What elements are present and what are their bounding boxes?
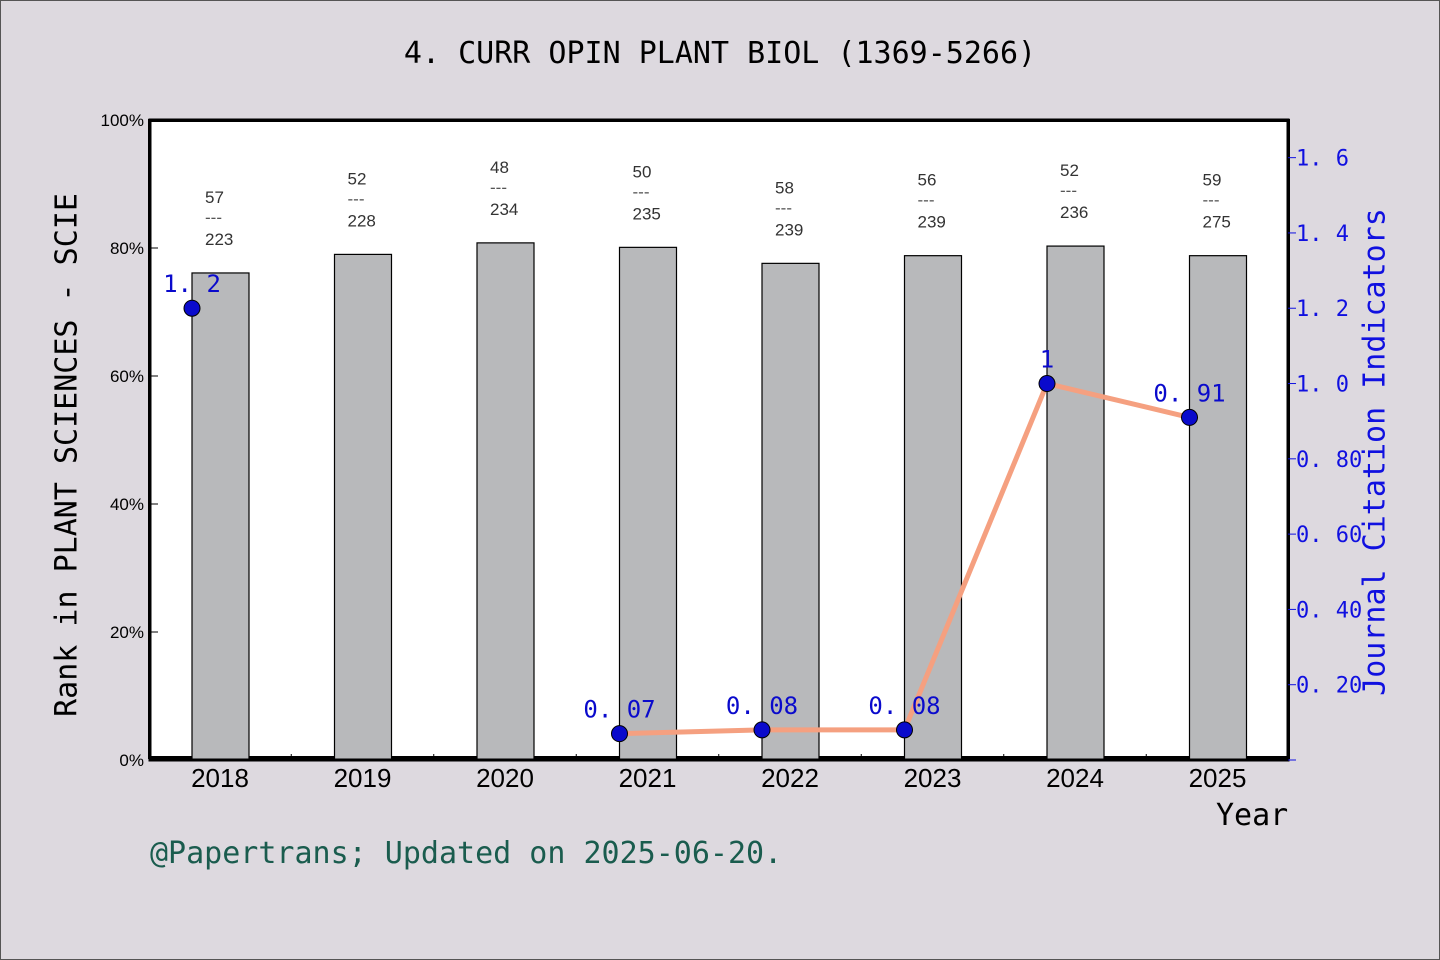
total-label: 275: [1203, 213, 1231, 232]
right-tick-label: 1. 2: [1296, 297, 1349, 322]
jci-marker: [611, 725, 628, 743]
jci-marker: [183, 299, 201, 317]
rank-label: 48: [490, 158, 509, 177]
bar-2024: [1046, 245, 1105, 761]
jci-value-label: 0. 08: [868, 692, 940, 720]
left-axis-label: Rank in PLANT SCIENCES - SCIE: [49, 193, 85, 717]
left-tick-label: 100%: [101, 111, 144, 130]
footer-credit: @Papertrans; Updated on 2025-06-20.: [150, 836, 783, 871]
left-tick-label: 80%: [110, 239, 144, 258]
right-axis-label: Journal Citation Indicators: [1357, 208, 1393, 696]
jci-marker: [1038, 375, 1056, 393]
x-tick-label: 2025: [1189, 763, 1247, 793]
right-tick-label: 0. 40: [1296, 598, 1362, 623]
rank-label: 57: [205, 188, 224, 207]
bar-2025: [1188, 255, 1248, 761]
x-tick-label: 2024: [1046, 763, 1104, 793]
bar-2023: [903, 255, 963, 761]
chart-title: 4. CURR OPIN PLANT BIOL (1369-5266): [403, 36, 1037, 71]
jci-value-label: 0. 08: [726, 692, 798, 720]
rank-divider: ---: [633, 182, 650, 201]
x-tick-label: 2022: [761, 763, 819, 793]
rank-divider: ---: [205, 208, 222, 227]
total-label: 235: [633, 204, 661, 223]
jci-marker: [896, 721, 913, 739]
total-label: 239: [918, 213, 946, 232]
jci-value-label: 1: [1040, 346, 1054, 374]
jci-marker: [1181, 408, 1198, 426]
right-tick-label: 1. 4: [1296, 222, 1349, 247]
rank-divider: ---: [1060, 181, 1077, 200]
rank-label: 58: [775, 178, 794, 197]
rank-label: 50: [633, 162, 652, 181]
right-tick-label: 1. 6: [1296, 147, 1349, 172]
rank-label: 52: [348, 169, 367, 188]
jci-marker: [753, 721, 771, 739]
x-tick-label: 2018: [191, 763, 249, 793]
bar-2020: [476, 242, 535, 761]
right-tick-label: 0. 60: [1296, 523, 1362, 548]
left-tick-label: 40%: [110, 495, 144, 514]
total-label: 223: [205, 230, 233, 249]
x-tick-label: 2021: [619, 763, 677, 793]
rank-divider: ---: [918, 191, 935, 210]
jci-value-label: 1. 2: [163, 270, 221, 298]
total-label: 228: [348, 211, 376, 230]
bar-2021: [618, 246, 678, 761]
jci-value-label: 0. 91: [1153, 379, 1225, 407]
total-label: 234: [490, 200, 518, 219]
right-tick-label: 1. 0: [1296, 373, 1349, 398]
rank-label: 52: [1060, 161, 1079, 180]
left-tick-label: 60%: [110, 367, 144, 386]
x-tick-label: 2019: [334, 763, 392, 793]
x-tick-label: 2023: [904, 763, 962, 793]
left-tick-label: 0%: [119, 751, 144, 770]
right-tick-label: 0. 20: [1296, 674, 1362, 699]
x-axis-label: Year: [1216, 798, 1289, 833]
bar-2022: [761, 262, 820, 761]
rank-divider: ---: [490, 178, 507, 197]
x-tick-label: 2020: [476, 763, 534, 793]
rank-divider: ---: [1203, 191, 1220, 210]
rank-label: 56: [918, 171, 937, 190]
jci-value-label: 0. 07: [583, 696, 655, 724]
rank-label: 59: [1203, 171, 1222, 190]
total-label: 236: [1060, 203, 1088, 222]
total-label: 239: [775, 220, 803, 239]
right-tick-label: 0. 80: [1296, 448, 1362, 473]
left-tick-label: 20%: [110, 623, 144, 642]
bar-2018: [191, 272, 250, 761]
rank-divider: ---: [775, 198, 792, 217]
bar-2019: [333, 253, 393, 761]
rank-divider: ---: [348, 189, 365, 208]
